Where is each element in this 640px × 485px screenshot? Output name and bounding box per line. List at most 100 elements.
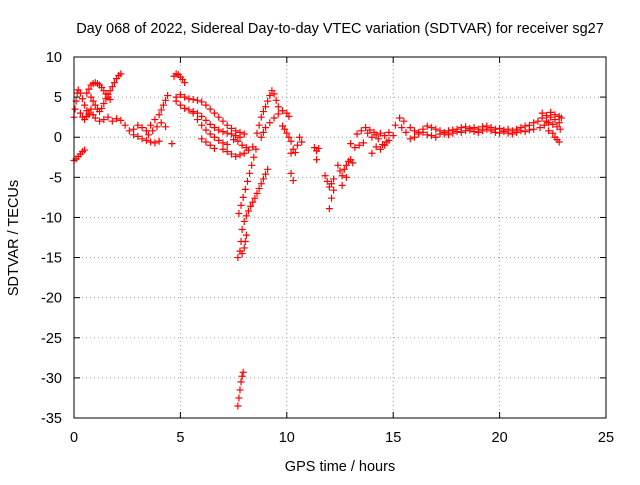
data-point-marker	[244, 207, 252, 215]
data-point-marker	[238, 141, 246, 149]
data-point-marker	[232, 127, 240, 135]
data-point-marker	[176, 91, 184, 99]
data-point-marker	[206, 141, 214, 149]
data-point-marker	[462, 127, 470, 135]
y-tick-label: -25	[41, 331, 62, 347]
data-point-marker	[432, 125, 440, 133]
data-point-marker	[330, 175, 338, 183]
data-point-marker	[227, 150, 235, 158]
axis-ticks: 0 5 10 15 20 25 10 5 0 -5 -10 -15 -20 -25 -30 -35	[41, 50, 614, 446]
data-point-marker	[398, 124, 406, 132]
data-point-marker	[83, 89, 91, 97]
data-point-marker	[315, 144, 323, 152]
data-point-marker	[76, 89, 84, 97]
x-tick-label: 15	[385, 430, 401, 446]
data-point-marker	[210, 109, 218, 117]
data-point-marker	[296, 133, 304, 141]
data-point-marker	[406, 135, 414, 143]
data-point-marker	[189, 96, 197, 104]
data-point-marker	[149, 127, 157, 135]
data-point-marker	[189, 109, 197, 117]
data-point-marker	[283, 129, 291, 137]
data-point-marker	[162, 96, 170, 104]
data-point-marker	[108, 83, 116, 91]
data-point-marker	[236, 386, 244, 394]
data-point-marker	[98, 104, 106, 112]
data-point-marker	[117, 116, 125, 124]
data-point-marker	[557, 114, 565, 122]
data-point-marker	[155, 111, 163, 119]
data-point-marker	[142, 127, 150, 135]
data-point-marker	[496, 129, 504, 137]
data-point-marker	[234, 254, 242, 262]
data-point-marker	[279, 107, 287, 115]
data-point-marker	[104, 91, 112, 99]
y-tick-label: -10	[41, 210, 62, 226]
data-point-marker	[219, 117, 227, 125]
data-point-marker	[372, 143, 380, 151]
data-point-marker	[428, 124, 436, 132]
data-point-marker	[253, 189, 261, 197]
data-point-marker	[238, 372, 246, 380]
data-point-marker	[396, 114, 404, 122]
data-point-marker	[483, 125, 491, 133]
data-point-marker	[159, 101, 167, 109]
data-point-marker	[252, 145, 260, 153]
data-point-marker	[432, 133, 440, 141]
data-point-marker	[334, 161, 342, 169]
data-point-marker	[147, 121, 155, 129]
data-point-marker	[162, 123, 170, 131]
data-point-marker	[262, 124, 270, 132]
data-point-marker	[81, 101, 89, 109]
data-point-marker	[125, 127, 133, 135]
data-point-marker	[338, 181, 346, 189]
data-point-marker	[410, 133, 418, 141]
data-point-marker	[249, 198, 257, 206]
data-point-marker	[500, 128, 508, 136]
data-point-marker	[274, 103, 282, 111]
data-point-marker	[219, 128, 227, 136]
data-point-marker	[555, 119, 563, 127]
data-point-marker	[206, 130, 214, 138]
data-point-marker	[142, 136, 150, 144]
data-point-marker	[246, 169, 254, 177]
data-point-marker	[164, 92, 172, 100]
data-point-marker	[157, 119, 165, 127]
data-point-marker	[134, 121, 142, 129]
data-point-marker	[291, 148, 299, 156]
data-point-marker	[110, 79, 118, 87]
data-point-marker	[287, 137, 295, 145]
data-point-marker	[223, 140, 231, 148]
data-point-marker	[504, 129, 512, 137]
data-point-marker	[336, 167, 344, 175]
data-point-marker	[250, 153, 258, 161]
data-point-marker	[400, 117, 408, 125]
data-point-marker	[445, 131, 453, 139]
data-point-marker	[251, 194, 259, 202]
data-point-marker	[257, 113, 265, 121]
data-point-marker	[298, 138, 306, 146]
data-point-marker	[193, 96, 201, 104]
data-point-marker	[210, 124, 218, 132]
data-point-marker	[240, 149, 248, 157]
data-point-marker	[91, 101, 99, 109]
data-point-marker	[238, 225, 246, 233]
y-tick-label: -30	[41, 371, 62, 387]
data-point-marker	[89, 97, 97, 105]
data-point-marker	[138, 135, 146, 143]
plot-frame	[73, 56, 607, 419]
x-tick-label: 20	[492, 430, 508, 446]
data-point-marker	[79, 95, 87, 103]
y-tick-label: -20	[41, 291, 62, 307]
grid-lines	[74, 57, 606, 418]
data-point-marker	[172, 93, 180, 101]
data-point-marker	[470, 128, 478, 136]
data-point-marker	[549, 120, 557, 128]
data-point-marker	[547, 108, 555, 116]
y-tick-label: -5	[49, 170, 62, 186]
data-point-marker	[76, 109, 84, 117]
data-point-marker	[257, 133, 265, 141]
data-point-marker	[285, 133, 293, 141]
